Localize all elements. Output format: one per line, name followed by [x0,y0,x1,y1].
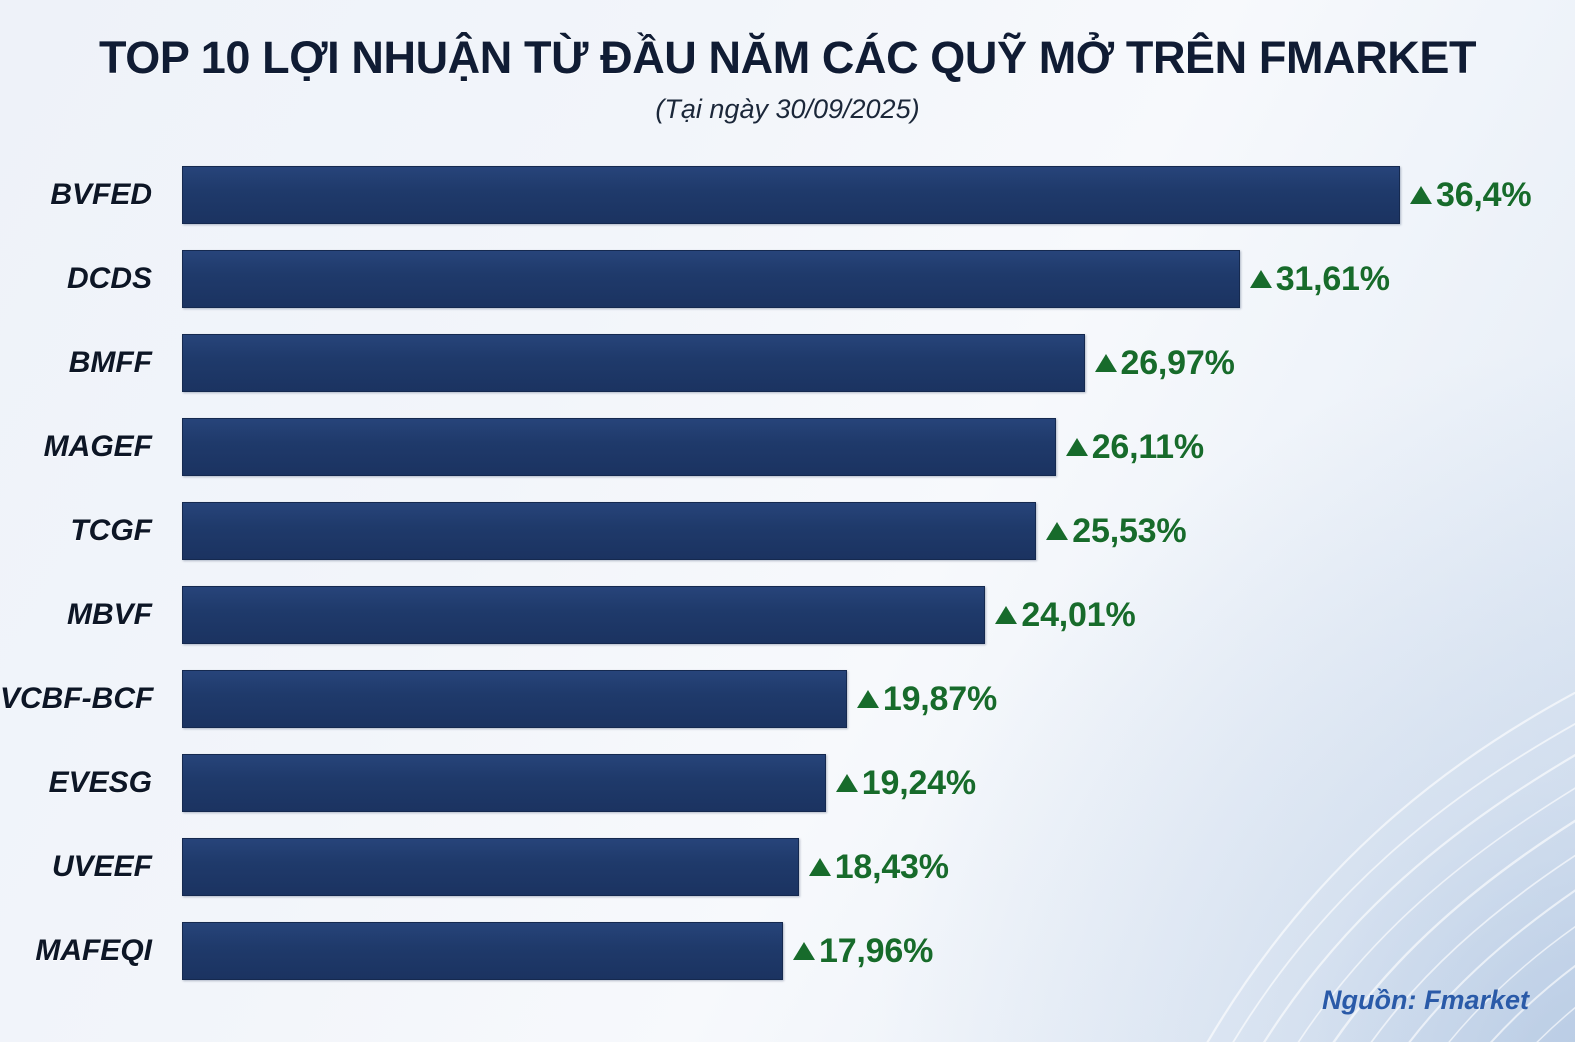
triangle-up-icon [1065,438,1088,456]
bar [182,250,1240,308]
value-label: 19,87% [882,679,998,718]
bar-row: VCBF-BCF 19,87% [0,670,1575,728]
bar-track: 19,87% [182,670,1575,728]
bar [182,586,986,644]
source-attribution: Nguồn: Fmarket [1321,985,1529,1015]
triangle-up-icon [995,606,1018,624]
triangle-up-icon [856,690,879,708]
category-label: DCDS [66,262,152,295]
value-label: 17,96% [819,931,934,970]
category-label: MBVF [67,598,152,631]
value-label: 19,24% [861,763,976,802]
category-label: TCGF [70,514,152,547]
bar-track: 36,4% [182,166,1575,224]
bar-row: BVFED 36,4% [0,166,1575,224]
bar-row: MBVF 24,01% [0,586,1575,644]
triangle-up-icon [1046,522,1069,540]
triangle-up-icon [808,858,831,876]
category-label: VCBF-BCF [0,682,154,715]
value-label: 26,97% [1120,343,1235,382]
category-label: UVEEF [51,850,152,883]
bar-row: MAFEQI 17,96% [0,922,1575,980]
category-label: EVESG [48,766,152,799]
value-label: 24,01% [1021,595,1136,634]
value-annotation: 19,87% [856,679,998,719]
category-label: MAFEQI [35,934,152,967]
value-annotation: 18,43% [808,847,949,887]
bar-track: 25,53% [182,502,1575,560]
value-label: 31,61% [1275,259,1390,298]
value-label: 18,43% [834,847,949,886]
value-annotation: 24,01% [995,595,1136,635]
value-annotation: 36,4% [1410,175,1532,215]
triangle-up-icon [793,942,815,960]
bar-row: BMFF 26,97% [0,334,1575,392]
bar-track: 31,61% [182,250,1575,308]
value-annotation: 17,96% [793,932,933,971]
bar-track: 18,43% [182,838,1575,896]
category-label: BVFED [50,178,152,211]
bar-row: EVESG 19,24% [0,754,1575,812]
bar-track: 17,96% [182,922,1575,980]
bar [182,334,1085,392]
bar-row: MAGEF 26,11% [0,418,1575,476]
bar-chart-plot-area: BVFED 36,4% DCDS 31,61% BMFF 26,97% MAGEF 26,11… [0,166,1575,986]
value-annotation: 19,24% [835,763,976,803]
bar-track: 24,01% [182,586,1575,644]
chart-header: TOP 10 LỢI NHUẬN TỪ ĐẦU NĂM CÁC QUỸ MỞ T… [0,0,1575,125]
value-label: 25,53% [1072,511,1187,550]
chart-subtitle: (Tại ngày 30/09/2025) [655,93,920,124]
value-annotation: 31,61% [1249,259,1390,299]
bar-track: 19,24% [182,754,1575,812]
bar [182,418,1056,476]
value-label: 26,11% [1091,427,1204,466]
value-annotation: 26,97% [1094,343,1235,383]
bar-track: 26,11% [182,418,1575,476]
bar [182,754,826,812]
category-label: MAGEF [43,430,152,463]
triangle-up-icon [1249,270,1272,288]
bar [182,670,847,728]
bar [182,166,1400,224]
bar [182,922,783,980]
triangle-up-icon [1094,354,1117,372]
triangle-up-icon [1410,186,1432,204]
bar-row: DCDS 31,61% [0,250,1575,308]
category-label: BMFF [68,346,152,379]
bar [182,502,1037,560]
value-annotation: 25,53% [1046,511,1187,551]
chart-title: TOP 10 LỢI NHUẬN TỪ ĐẦU NĂM CÁC QUỸ MỞ T… [98,32,1477,83]
bar-row: UVEEF 18,43% [0,838,1575,896]
bar [182,838,799,896]
bar-track: 26,97% [182,334,1575,392]
bar-row: TCGF 25,53% [0,502,1575,560]
value-label: 36,4% [1436,175,1532,214]
triangle-up-icon [835,774,858,792]
value-annotation: 26,11% [1065,427,1204,467]
